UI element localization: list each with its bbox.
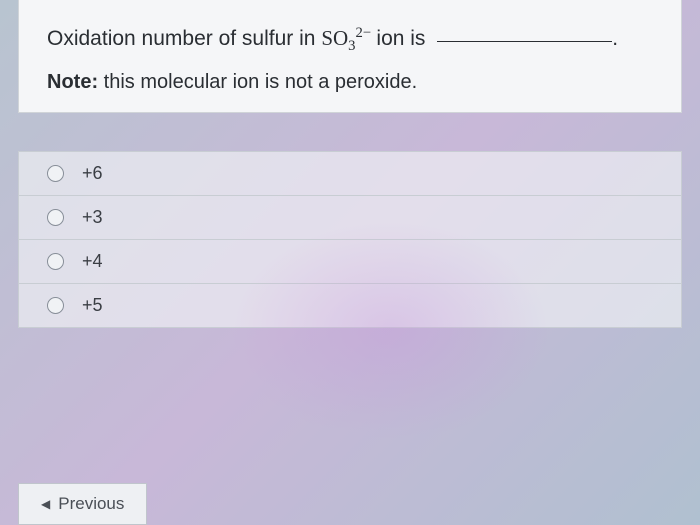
previous-button[interactable]: ◀ Previous <box>18 483 147 525</box>
answer-options: +6 +3 +4 +5 <box>18 151 682 328</box>
question-suffix: ion is <box>376 27 431 50</box>
note-text: this molecular ion is not a peroxide. <box>98 71 417 93</box>
note-label: Note: <box>47 71 98 93</box>
question-text: Oxidation number of sulfur in SO32− ion … <box>47 22 653 57</box>
question-card: Oxidation number of sulfur in SO32− ion … <box>18 0 682 113</box>
formula-superscript: 2− <box>356 25 372 41</box>
option-row[interactable]: +4 <box>19 240 681 284</box>
question-prefix: Oxidation number of sulfur in <box>47 27 321 50</box>
option-label: +3 <box>82 207 103 228</box>
formula-base: SO <box>321 26 348 50</box>
previous-label: Previous <box>58 494 124 514</box>
question-period: . <box>612 27 618 50</box>
chemical-formula: SO32− <box>321 26 376 50</box>
radio-icon[interactable] <box>47 209 64 226</box>
option-label: +5 <box>82 295 103 316</box>
fill-blank-line <box>437 41 612 42</box>
question-note: Note: this molecular ion is not a peroxi… <box>47 71 653 94</box>
option-row[interactable]: +5 <box>19 284 681 327</box>
radio-icon[interactable] <box>47 253 64 270</box>
option-row[interactable]: +6 <box>19 152 681 196</box>
radio-icon[interactable] <box>47 165 64 182</box>
option-label: +4 <box>82 251 103 272</box>
radio-icon[interactable] <box>47 297 64 314</box>
chevron-left-icon: ◀ <box>41 497 50 511</box>
option-label: +6 <box>82 163 103 184</box>
option-row[interactable]: +3 <box>19 196 681 240</box>
formula-subscript: 3 <box>348 38 355 54</box>
nav-area: ◀ Previous <box>18 455 682 525</box>
